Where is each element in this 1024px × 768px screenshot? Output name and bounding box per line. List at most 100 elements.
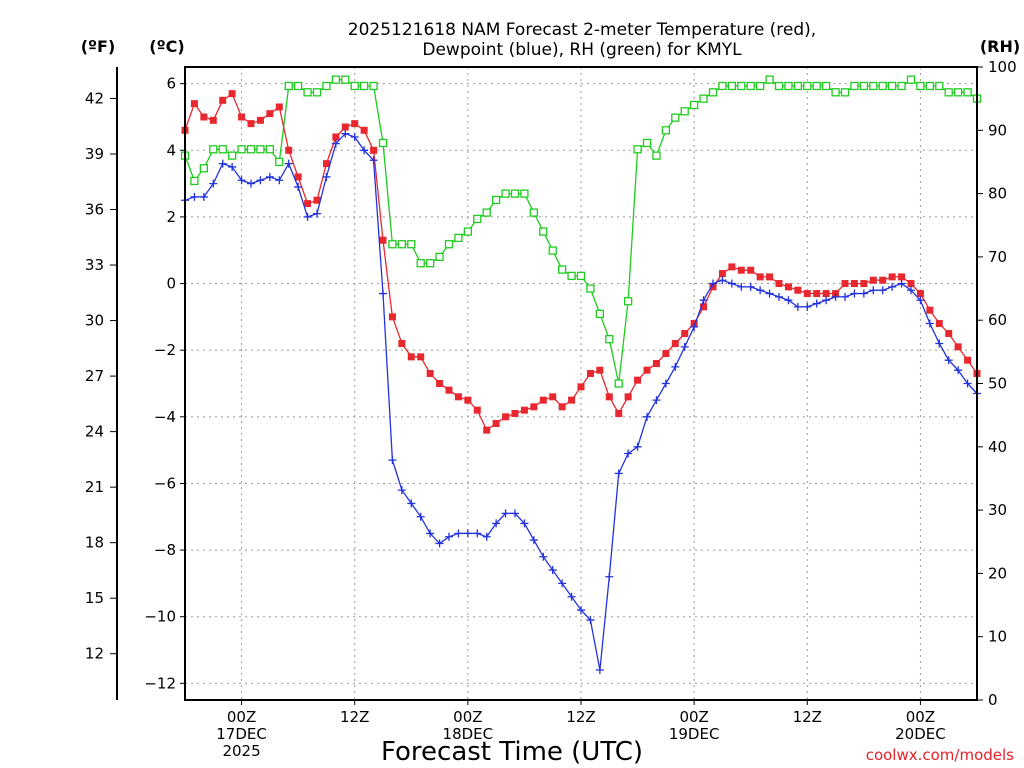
dewpoint-point: [511, 509, 519, 518]
temperature-point: [520, 406, 528, 414]
relative-humidity-point: [831, 88, 840, 97]
relative-humidity-point: [473, 214, 482, 224]
temperature-point: [652, 360, 660, 368]
rh-tick-label: 40: [988, 438, 1007, 456]
dewpoint-point: [841, 292, 849, 301]
celsius-tick-label: −10: [144, 608, 176, 626]
dewpoint-point: [765, 289, 774, 298]
temperature-point: [407, 353, 415, 361]
temperature-point: [219, 96, 227, 104]
temperature-point: [200, 113, 208, 121]
celsius-tick-label: 6: [166, 75, 176, 93]
temperature-point: [436, 380, 444, 387]
dewpoint-point: [218, 159, 227, 168]
dewpoint-point: [737, 282, 746, 291]
relative-humidity-point: [642, 138, 652, 148]
dewpoint-point: [605, 572, 614, 581]
temperature-point: [794, 286, 802, 294]
dewpoint-point: [944, 356, 953, 365]
fahrenheit-tick-label: 21: [85, 478, 104, 496]
temperature-point: [926, 306, 934, 314]
temperature-point: [775, 280, 783, 288]
relative-humidity-point: [425, 259, 435, 268]
temperature-point: [718, 270, 726, 278]
dewpoint-point: [746, 282, 755, 291]
rh-tick-label: 100: [988, 58, 1017, 76]
dewpoint-point: [643, 412, 651, 421]
temperature-point: [228, 90, 236, 98]
relative-humidity-point: [897, 81, 906, 91]
dewpoint-point: [567, 592, 576, 601]
relative-humidity-point: [671, 113, 680, 122]
relative-humidity-point: [275, 157, 284, 167]
celsius-tick-label: −6: [154, 474, 176, 492]
dewpoint-point: [878, 286, 887, 295]
temperature-point: [624, 393, 632, 401]
dewpoint-point: [624, 449, 633, 458]
relative-humidity-point: [963, 88, 972, 97]
temperature-point: [351, 120, 359, 128]
relative-humidity-point: [652, 151, 661, 160]
rh-tick-label: 0: [988, 691, 998, 709]
temperature-point: [549, 393, 557, 401]
x-tick-label: 12Z: [793, 708, 822, 726]
relative-humidity-point: [878, 81, 887, 91]
temperature-point: [360, 126, 368, 134]
dewpoint-point: [756, 286, 765, 295]
dewpoint-point: [275, 176, 284, 185]
fahrenheit-tick-label: 24: [85, 423, 104, 441]
temperature-point: [426, 370, 434, 378]
dewpoint-point: [331, 139, 340, 148]
dewpoint-point: [661, 379, 670, 388]
x-tick-label: 00Z: [906, 708, 935, 726]
x-tick-label: 12Z: [566, 708, 595, 726]
dewpoint-point: [426, 529, 435, 538]
relative-humidity-point: [784, 81, 793, 91]
series-layer: [180, 75, 982, 675]
dewpoint-point: [435, 539, 444, 548]
dewpoint-point: [237, 176, 246, 185]
relative-humidity-point: [256, 145, 265, 154]
temperature-point: [190, 100, 198, 108]
relative-humidity-point: [378, 138, 388, 148]
celsius-tick-label: 0: [166, 275, 176, 293]
rh-unit-label: (RH): [980, 37, 1020, 56]
relative-humidity-point: [463, 227, 473, 236]
x-tick-label: 00Z: [679, 708, 708, 726]
temperature-point: [728, 263, 736, 271]
relative-humidity-point: [510, 189, 520, 198]
temperature-point: [294, 173, 302, 181]
celsius-tick-label: 4: [166, 141, 176, 159]
temperature-point: [907, 280, 915, 288]
relative-humidity-point: [246, 145, 256, 154]
dewpoint-point: [907, 286, 915, 295]
relative-humidity-point: [595, 309, 605, 319]
dewpoint-point: [859, 289, 868, 298]
dewpoint-point: [379, 289, 387, 298]
rh-tick-label: 50: [988, 375, 1007, 393]
fahrenheit-tick-label: 12: [85, 645, 104, 663]
relative-humidity-point: [803, 81, 812, 91]
relative-humidity-point: [265, 145, 275, 154]
relative-humidity-point: [209, 145, 218, 154]
relative-humidity-point: [840, 88, 850, 97]
fahrenheit-tick-label: 27: [85, 367, 104, 385]
relative-humidity-point: [586, 284, 595, 293]
relative-humidity-point: [284, 81, 293, 91]
relative-humidity-point: [548, 246, 557, 255]
temperature-point: [568, 396, 576, 404]
temperature-point: [954, 343, 962, 351]
temperature-point: [634, 376, 642, 384]
temperature-point: [813, 290, 821, 298]
temperature-point: [313, 196, 321, 204]
dewpoint-point: [265, 172, 274, 181]
relative-humidity-point: [359, 81, 369, 91]
relative-humidity-point: [774, 81, 784, 91]
dewpoint-point: [416, 512, 425, 521]
dewpoint-point: [397, 486, 406, 495]
dewpoint-point: [633, 442, 642, 451]
relative-humidity-point: [737, 81, 746, 91]
temperature-point: [662, 350, 670, 358]
temperature-point: [275, 103, 283, 111]
relative-humidity-point: [944, 88, 953, 97]
